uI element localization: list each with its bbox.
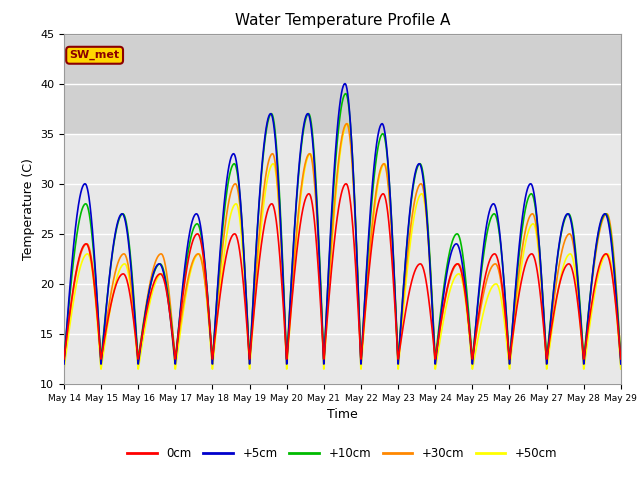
- +30cm: [216, 278, 223, 284]
- Line: +30cm: +30cm: [64, 124, 621, 359]
- +5cm: [617, 361, 625, 367]
- +5cm: [60, 361, 68, 367]
- +50cm: [568, 252, 575, 258]
- +50cm: [584, 341, 591, 347]
- +30cm: [504, 345, 512, 351]
- Line: +5cm: +5cm: [64, 84, 621, 364]
- Line: 0cm: 0cm: [64, 184, 621, 359]
- 0cm: [216, 299, 223, 304]
- +10cm: [359, 331, 367, 337]
- Text: SW_met: SW_met: [70, 50, 120, 60]
- +10cm: [584, 321, 591, 327]
- 0cm: [371, 220, 379, 226]
- 0cm: [584, 331, 591, 337]
- 0cm: [504, 345, 512, 350]
- +50cm: [216, 295, 223, 300]
- +10cm: [568, 219, 575, 225]
- +5cm: [341, 81, 349, 86]
- +30cm: [343, 121, 351, 127]
- +10cm: [60, 356, 68, 362]
- Line: +10cm: +10cm: [64, 94, 621, 359]
- Y-axis label: Temperature (C): Temperature (C): [22, 158, 35, 260]
- +30cm: [568, 235, 575, 240]
- 0cm: [342, 181, 350, 187]
- +10cm: [371, 168, 379, 174]
- 0cm: [359, 338, 367, 344]
- +5cm: [568, 223, 575, 228]
- +50cm: [371, 204, 379, 210]
- +30cm: [371, 199, 379, 204]
- X-axis label: Time: Time: [327, 408, 358, 421]
- +5cm: [216, 260, 223, 266]
- Legend: 0cm, +5cm, +10cm, +30cm, +50cm: 0cm, +5cm, +10cm, +30cm, +50cm: [123, 443, 562, 465]
- +30cm: [617, 356, 625, 362]
- +5cm: [359, 334, 367, 339]
- +30cm: [584, 323, 591, 329]
- 0cm: [617, 356, 625, 362]
- +50cm: [504, 356, 512, 361]
- +10cm: [617, 356, 625, 362]
- +50cm: [359, 345, 367, 351]
- +10cm: [342, 91, 349, 96]
- +5cm: [371, 156, 379, 162]
- 0cm: [60, 356, 68, 362]
- +10cm: [216, 265, 223, 271]
- +10cm: [504, 341, 512, 347]
- +50cm: [60, 366, 68, 372]
- Line: +50cm: +50cm: [64, 124, 621, 369]
- +5cm: [584, 324, 591, 330]
- Bar: [64, 34, 621, 134]
- Title: Water Temperature Profile A: Water Temperature Profile A: [235, 13, 450, 28]
- 0cm: [568, 265, 575, 271]
- +50cm: [344, 121, 351, 127]
- +5cm: [504, 345, 512, 350]
- +30cm: [359, 336, 367, 341]
- +50cm: [617, 366, 625, 372]
- +30cm: [60, 356, 68, 362]
